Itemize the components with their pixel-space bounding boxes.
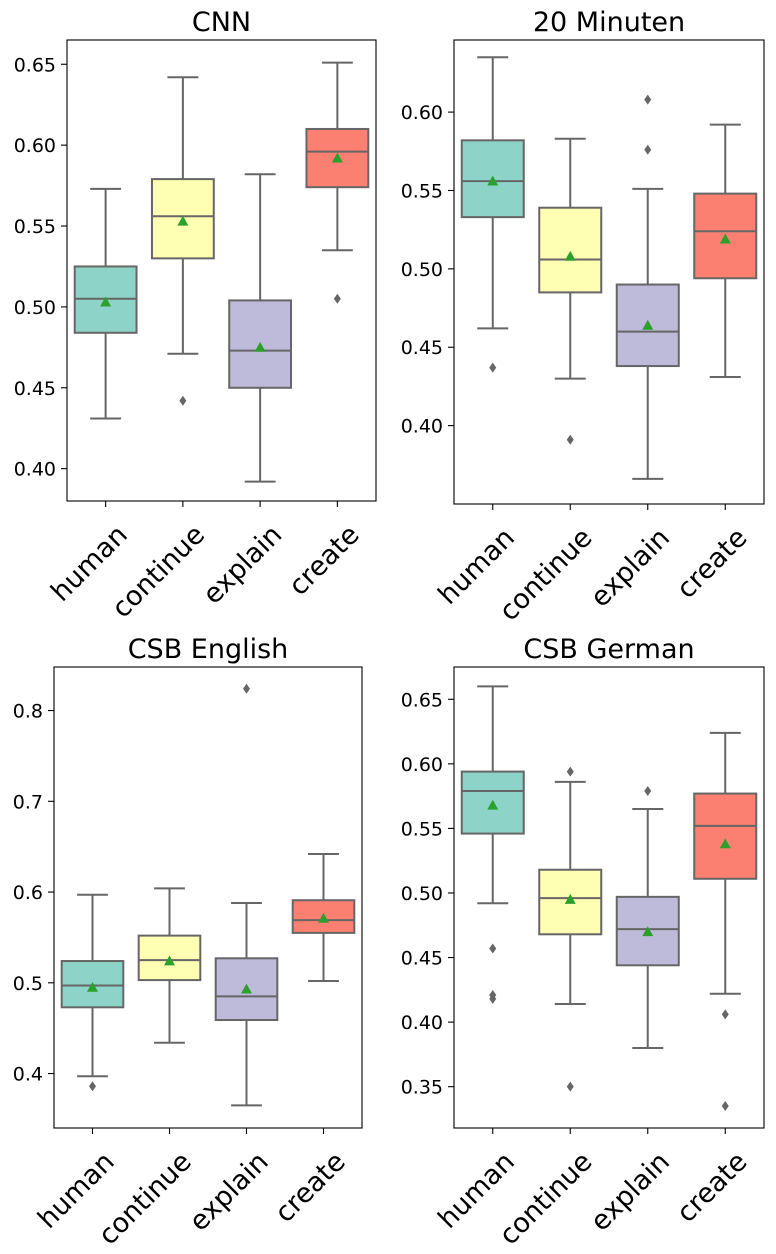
y-tick-label: 0.35 — [401, 1077, 443, 1099]
panel-title: CSB English — [128, 634, 289, 665]
outlier-point — [89, 1081, 96, 1092]
y-tick-label: 0.65 — [401, 689, 443, 711]
mean-marker — [564, 250, 576, 261]
y-tick-label: 0.60 — [14, 135, 56, 157]
box-create — [305, 61, 370, 304]
box-explain — [615, 94, 680, 480]
outlier-point — [644, 94, 652, 105]
mean-marker — [164, 955, 175, 966]
plot-frame — [66, 39, 377, 502]
mean-marker — [100, 296, 112, 307]
mean-marker — [254, 341, 266, 352]
x-tick-label: explain — [585, 522, 676, 613]
outlier-point — [566, 434, 574, 445]
panel-2: CSB English0.40.50.60.70.8humancontinuee… — [13, 634, 363, 1251]
box-create — [693, 123, 758, 379]
y-tick-label: 0.55 — [401, 180, 443, 202]
y-tick-label: 0.50 — [401, 259, 443, 281]
box-continue — [538, 766, 603, 1092]
y-tick-label: 0.8 — [13, 701, 43, 723]
outlier-point — [566, 766, 574, 777]
y-tick-label: 0.55 — [14, 216, 56, 238]
mean-marker — [719, 838, 731, 849]
box-explain — [228, 173, 293, 483]
outlier-point — [721, 1009, 729, 1020]
box-continue — [150, 76, 215, 406]
outlier-point — [721, 1101, 729, 1112]
x-tick-label: explain — [184, 1146, 275, 1237]
y-tick-label: 0.50 — [401, 883, 443, 905]
plot-frame — [453, 39, 765, 505]
panel-title: CNN — [192, 7, 251, 38]
x-tick-label: create — [671, 522, 754, 605]
y-tick-label: 0.45 — [401, 337, 443, 359]
y-tick-label: 0.6 — [13, 882, 43, 904]
box-human — [460, 56, 525, 373]
mean-marker — [318, 912, 329, 923]
panel-3: CSB German0.350.400.450.500.550.600.65hu… — [401, 634, 765, 1251]
x-tick-label: explain — [585, 1146, 676, 1237]
box-explain — [214, 683, 279, 1107]
mean-marker — [177, 215, 189, 226]
outlier-point — [566, 1081, 574, 1092]
y-tick-label: 0.60 — [401, 754, 443, 776]
y-tick-label: 0.65 — [14, 54, 56, 76]
y-tick-label: 0.45 — [401, 948, 443, 970]
box-continue — [538, 137, 603, 445]
box-human — [60, 893, 125, 1092]
x-tick-label: create — [269, 1146, 352, 1229]
y-tick-label: 0.50 — [14, 297, 56, 319]
mean-marker — [564, 893, 576, 904]
mean-marker — [642, 319, 654, 330]
box-create — [291, 852, 356, 982]
mean-marker — [487, 799, 499, 810]
panel-0: CNN0.400.450.500.550.600.65humancontinue… — [14, 7, 377, 624]
box-create — [693, 731, 758, 1112]
outlier-point — [243, 683, 250, 694]
y-tick-label: 0.4 — [13, 1064, 43, 1086]
box-iqr — [538, 206, 603, 294]
y-tick-label: 0.40 — [401, 1012, 443, 1034]
outlier-point — [644, 785, 652, 796]
plot-frame — [453, 666, 765, 1129]
outlier-point — [489, 943, 497, 954]
outlier-point — [644, 144, 652, 155]
outlier-point — [179, 395, 187, 406]
y-tick-label: 0.55 — [401, 818, 443, 840]
x-tick-label: create — [283, 519, 366, 602]
y-tick-label: 0.60 — [401, 102, 443, 124]
panel-title: 20 Minuten — [533, 7, 685, 38]
y-tick-label: 0.40 — [401, 416, 443, 438]
mean-marker — [331, 152, 343, 163]
plot-frame — [53, 666, 363, 1129]
mean-marker — [487, 175, 499, 186]
x-tick-label: explain — [197, 519, 288, 610]
mean-marker — [241, 983, 252, 994]
y-tick-label: 0.5 — [13, 973, 43, 995]
y-tick-label: 0.40 — [14, 459, 56, 481]
mean-marker — [719, 233, 731, 244]
box-human — [460, 685, 525, 1004]
panel-1: 20 Minuten0.400.450.500.550.60humanconti… — [401, 7, 765, 627]
box-continue — [137, 887, 202, 1044]
outlier-point — [489, 362, 497, 373]
mean-marker — [87, 981, 98, 992]
box-explain — [615, 785, 680, 1049]
y-tick-label: 0.7 — [13, 791, 43, 813]
box-iqr — [693, 792, 758, 880]
panel-title: CSB German — [523, 634, 694, 665]
mean-marker — [642, 926, 654, 937]
x-tick-label: create — [671, 1146, 754, 1229]
outlier-point — [333, 293, 341, 304]
box-human — [73, 187, 138, 420]
y-tick-label: 0.45 — [14, 378, 56, 400]
outlier-point — [489, 993, 497, 1004]
